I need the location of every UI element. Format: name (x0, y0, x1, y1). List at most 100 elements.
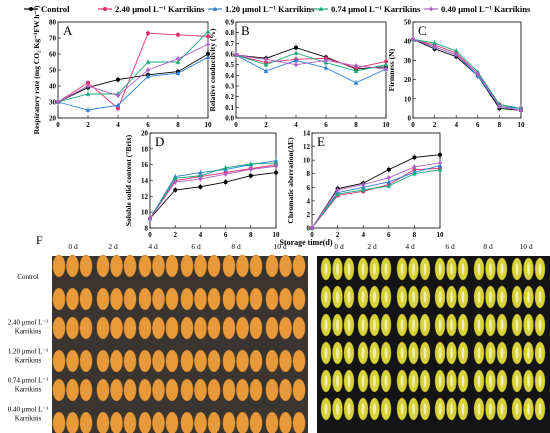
whole-fruit (249, 316, 263, 340)
data-point (293, 62, 299, 68)
whole-fruit (207, 287, 221, 311)
whole-fruit (236, 287, 249, 311)
whole-fruit (236, 349, 249, 373)
cut-fruit-core (384, 347, 388, 359)
data-point (205, 42, 211, 47)
whole-fruit (207, 254, 221, 278)
y-tick-label: 70 (49, 35, 57, 43)
whole-fruit (265, 316, 279, 340)
whole-fruit (79, 254, 93, 278)
y-tick-label: 14 (141, 177, 149, 185)
cut-fruit-core (450, 347, 453, 359)
whole-fruit (123, 254, 137, 278)
data-point (386, 175, 391, 181)
cut-fruit-core (515, 347, 519, 359)
y-tick-label: 40 (49, 83, 57, 91)
data-point (86, 80, 90, 85)
row-label: Karrikins (15, 357, 42, 365)
data-point (173, 179, 178, 185)
data-point (383, 62, 389, 67)
y-axis-label: Firmness (N) (387, 48, 396, 91)
data-point (353, 63, 359, 69)
data-point (432, 40, 437, 45)
legend-marker (318, 6, 324, 11)
whole-fruit (123, 411, 137, 433)
cut-fruit-core (361, 347, 365, 359)
cut-fruit-core (412, 263, 415, 275)
cut-fruit-core (477, 375, 481, 387)
series-line (149, 165, 277, 219)
legend-marker (29, 7, 33, 11)
cut-fruit-core (538, 319, 542, 331)
cut-fruit-core (450, 263, 453, 275)
cut-fruit-core (347, 291, 351, 303)
cut-fruit-core (438, 375, 442, 387)
data-point (273, 160, 279, 165)
day-label-left: 2 d (108, 242, 118, 251)
whole-fruit (265, 287, 279, 311)
cut-fruit-core (400, 403, 404, 415)
panel-c: 0 10 20 30 40 50 0 2 4 6 8 10 C Firmness (N) (387, 19, 525, 130)
data-point (85, 91, 91, 96)
y-tick-label: 12 (303, 143, 311, 151)
cut-fruit-core (384, 291, 388, 303)
cut-fruit-core (347, 347, 351, 359)
cut-fruit-core (336, 319, 339, 331)
whole-fruit (110, 287, 123, 311)
cut-fruit-core (347, 263, 351, 275)
day-label-right: 0 d (334, 242, 344, 251)
x-tick-label: 10 (383, 121, 391, 129)
cut-fruit-core (527, 375, 530, 387)
x-tick-label: 6 (476, 121, 480, 129)
data-point (294, 45, 298, 50)
data-point (518, 107, 524, 113)
y-tick-label: 2 (307, 211, 311, 219)
day-label-right: 6 d (445, 242, 455, 251)
y-tick-label: 40 (404, 38, 412, 46)
cut-fruit-core (438, 347, 442, 359)
y-tick-label: 0 (307, 225, 311, 233)
whole-fruit (222, 411, 236, 433)
plot-frame (311, 132, 441, 229)
cut-fruit-core (538, 375, 542, 387)
data-point (410, 36, 416, 42)
cut-fruit-core (489, 403, 492, 415)
whole-fruit (222, 378, 236, 402)
whole-fruit (194, 287, 207, 311)
day-label-right: 4 d (405, 242, 415, 251)
whole-fruit (66, 254, 79, 278)
cut-fruit-core (324, 263, 328, 275)
whole-fruit (66, 378, 79, 402)
cut-fruit-core (336, 375, 339, 387)
data-point (248, 167, 253, 172)
x-tick-label: 6 (146, 121, 150, 129)
whole-fruit (152, 411, 165, 433)
series-line (57, 53, 209, 103)
y-tick-label: 10 (141, 209, 149, 217)
whole-fruit (194, 349, 207, 373)
whole-fruit (138, 254, 152, 278)
whole-fruit (222, 254, 236, 278)
cut-fruit-core (423, 375, 427, 387)
data-point (263, 56, 269, 62)
whole-fruit (79, 411, 93, 433)
day-label-left: 0 d (68, 242, 78, 251)
cut-fruit-core (500, 403, 504, 415)
whole-fruit (165, 287, 179, 311)
cut-fruit-core (527, 319, 530, 331)
cut-fruit-core (450, 375, 453, 387)
whole-fruit (180, 287, 194, 311)
row-label: 0.40 μmol L⁻¹ (8, 406, 48, 414)
y-axis-label: Soluble solid content (°Brix) (124, 134, 133, 226)
cut-fruit-core (515, 291, 519, 303)
x-tick-label: 10 (437, 231, 445, 239)
series-line (57, 31, 209, 103)
whole-fruit (152, 349, 165, 373)
data-point (206, 34, 210, 39)
whole-fruit (292, 349, 306, 373)
whole-fruit (249, 411, 263, 433)
data-point (223, 171, 228, 177)
row-label: 2.40 μmol L⁻¹ (8, 319, 48, 327)
panel-letter: D (155, 134, 164, 149)
data-point (386, 167, 391, 172)
